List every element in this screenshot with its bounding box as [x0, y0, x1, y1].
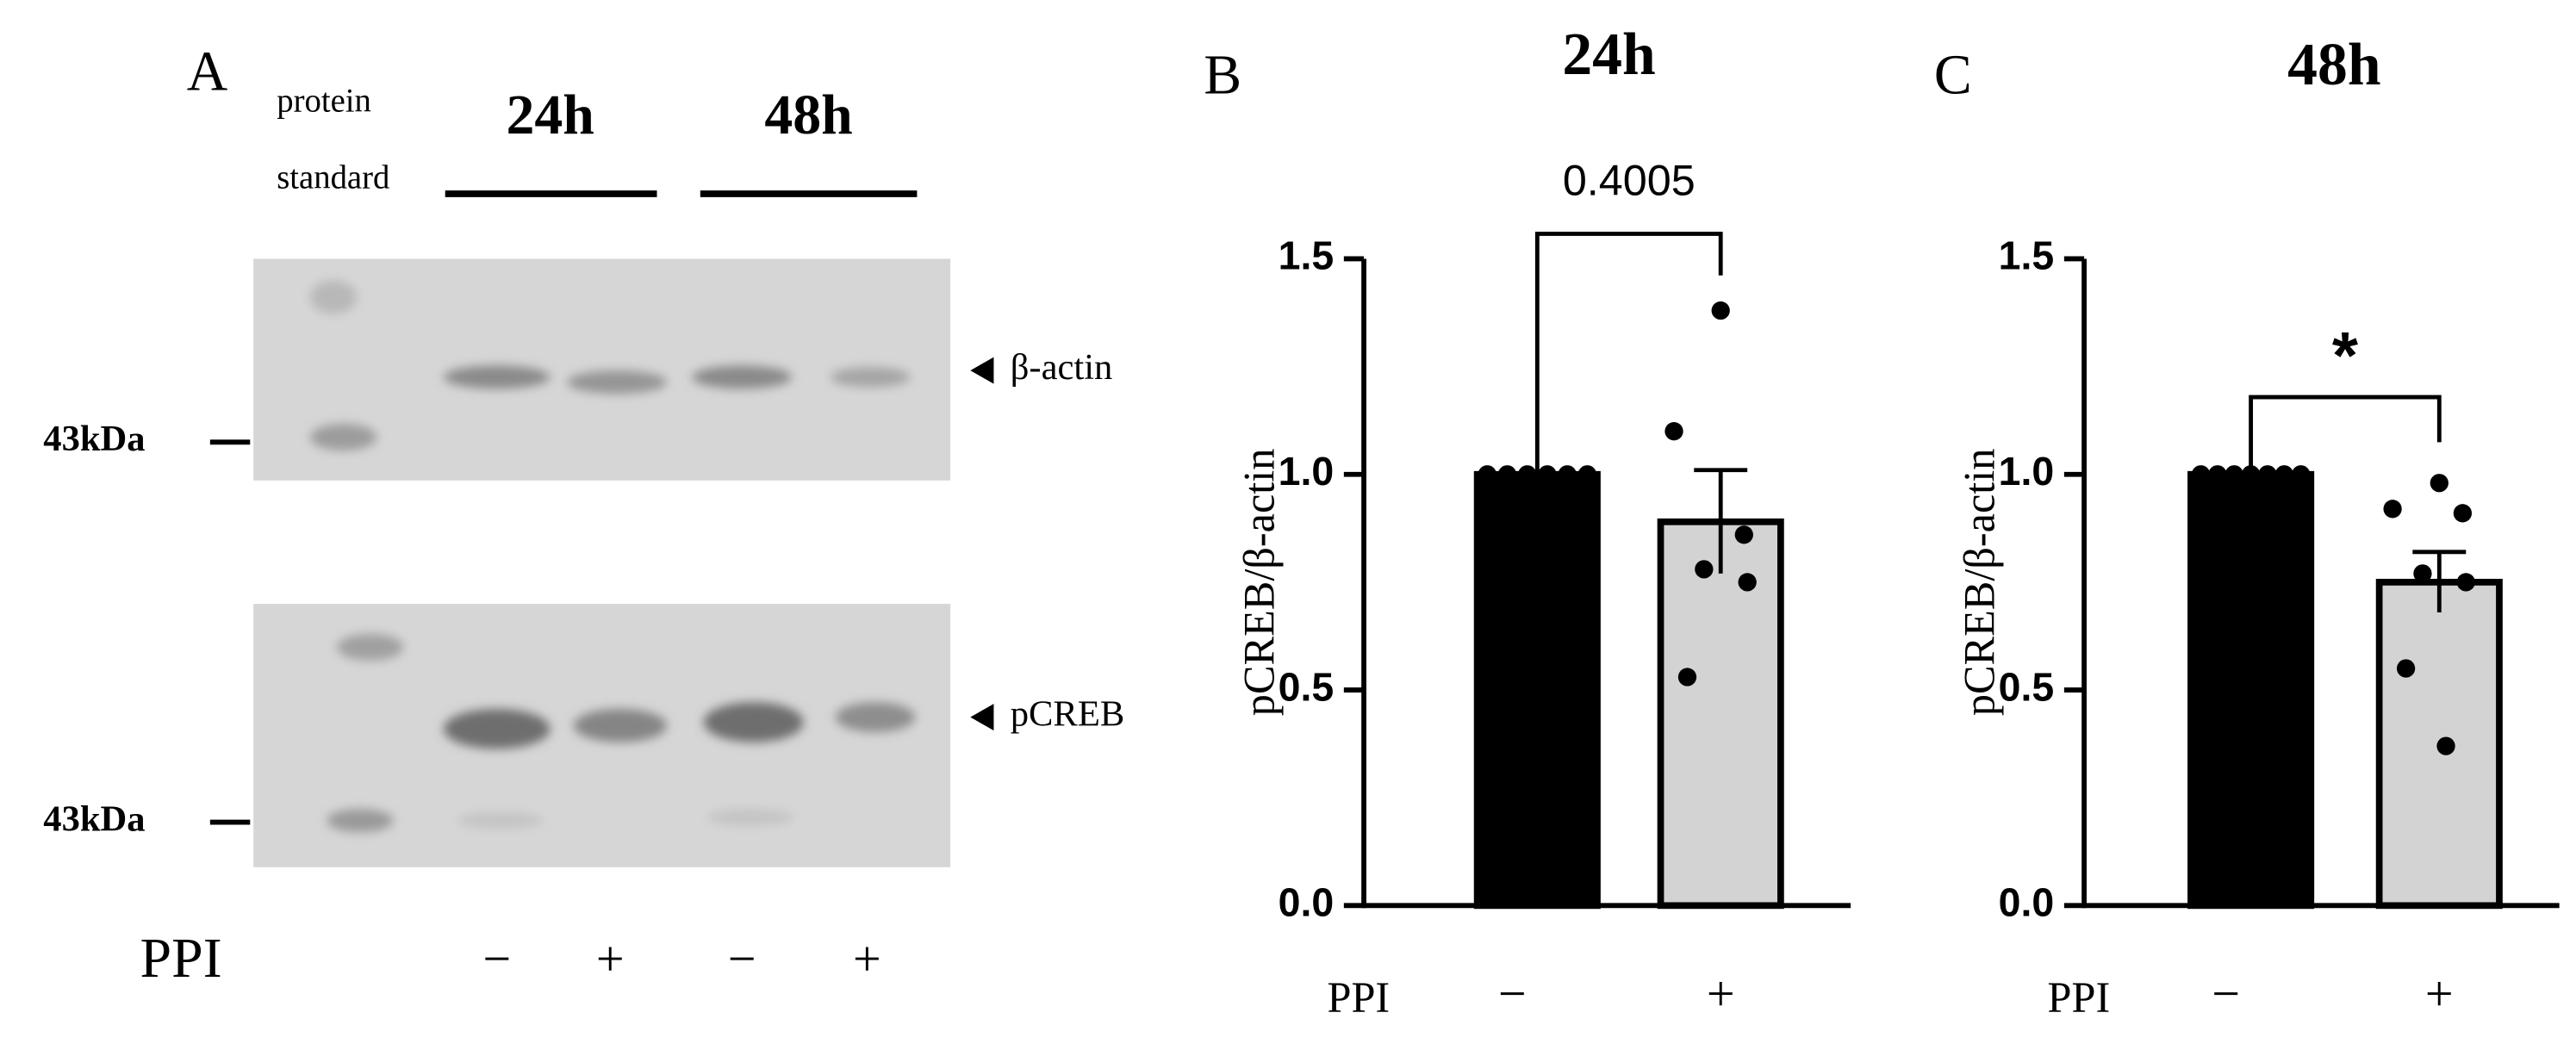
y-axis-label: pCREB/β-actin: [1956, 449, 2004, 717]
data-point: [1738, 573, 1757, 592]
data-point: [1538, 465, 1557, 484]
significance-label: 0.4005: [1563, 156, 1696, 205]
y-tick-label: 1.0: [1999, 449, 2055, 494]
data-point: [2456, 573, 2475, 592]
band-label: pCREB: [1011, 693, 1124, 734]
panel-label: A: [187, 40, 228, 103]
group-label: 24h: [506, 84, 594, 146]
band-label: β-actin: [1011, 347, 1113, 388]
x-tick-label: +: [2425, 966, 2454, 1022]
x-axis-label: PPI: [2048, 973, 2111, 1022]
bar: [2187, 470, 2315, 910]
data-point: [1558, 465, 1577, 484]
data-point: [1478, 465, 1496, 484]
data-point: [1497, 465, 1517, 484]
y-tick-label: 0.5: [1279, 664, 1335, 709]
lane-label: +: [596, 930, 625, 986]
standard-label: protein: [277, 83, 371, 119]
standard-label: standard: [277, 159, 389, 196]
blot-bands: [327, 633, 916, 833]
data-point: [2292, 465, 2311, 484]
significance-label: *: [2332, 319, 2359, 393]
panel-label: B: [1204, 43, 1241, 106]
data-point: [1518, 465, 1537, 484]
marker-label: 43kDa: [43, 798, 145, 839]
lane-label: −: [728, 930, 756, 986]
y-tick-label: 1.5: [1999, 233, 2055, 278]
data-point: [1711, 301, 1730, 320]
significance-bracket: [2249, 394, 2442, 473]
blot-bands: [309, 280, 911, 451]
lane-label: −: [482, 930, 511, 986]
chart-title: 24h: [1562, 22, 1655, 88]
data-point: [1664, 422, 1683, 441]
y-tick-label: 0.0: [1279, 880, 1335, 925]
panel-label: C: [1934, 43, 1972, 106]
data-point: [2191, 465, 2211, 484]
x-axis-label: PPI: [1327, 973, 1390, 1022]
data-point: [2241, 465, 2261, 484]
data-point: [2413, 564, 2432, 583]
data-point: [2224, 465, 2243, 484]
data-point: [1695, 560, 1714, 579]
x-tick-label: +: [1707, 966, 1735, 1022]
data-point: [2396, 659, 2416, 678]
y-tick-label: 1.5: [1279, 233, 1335, 278]
data-point: [2208, 465, 2227, 484]
data-point: [2436, 736, 2455, 755]
data-point: [2258, 465, 2277, 484]
chart-title: 48h: [2287, 32, 2380, 98]
y-tick-label: 1.0: [1279, 449, 1335, 494]
y-axis-label: pCREB/β-actin: [1235, 449, 1283, 717]
data-point: [2453, 504, 2473, 523]
y-tick-label: 0.0: [1999, 880, 2055, 925]
x-tick-label: −: [1498, 966, 1527, 1022]
x-tick-label: −: [2212, 966, 2240, 1022]
y-tick-label: 0.5: [1999, 664, 2055, 709]
data-point: [2430, 474, 2448, 493]
data-point: [2274, 465, 2293, 484]
data-point: [1677, 668, 1697, 686]
group-label: 48h: [764, 84, 852, 146]
significance-bracket: [1534, 232, 1723, 473]
blot-panel: A protein standard 24h 48h β-actin: [43, 40, 1124, 991]
data-point: [1734, 525, 1753, 544]
bar-chart: B 24h pCREB/β-actin 0.0 0.5 1.0 1.5 PPI − +0.4005: [1204, 22, 1851, 1022]
marker-label: 43kDa: [43, 419, 145, 459]
row-label: PPI: [140, 927, 222, 990]
bar: [1473, 470, 1601, 910]
lane-label: +: [853, 930, 881, 986]
data-point: [1577, 465, 1597, 484]
bar-chart: C 48h pCREB/β-actin 0.0 0.5 1.0 1.5 PPI − + *: [1934, 32, 2560, 1022]
bar: [1657, 518, 1784, 910]
band-arrow: [970, 704, 994, 731]
band-arrow: [970, 357, 994, 384]
data-point: [2383, 500, 2402, 519]
